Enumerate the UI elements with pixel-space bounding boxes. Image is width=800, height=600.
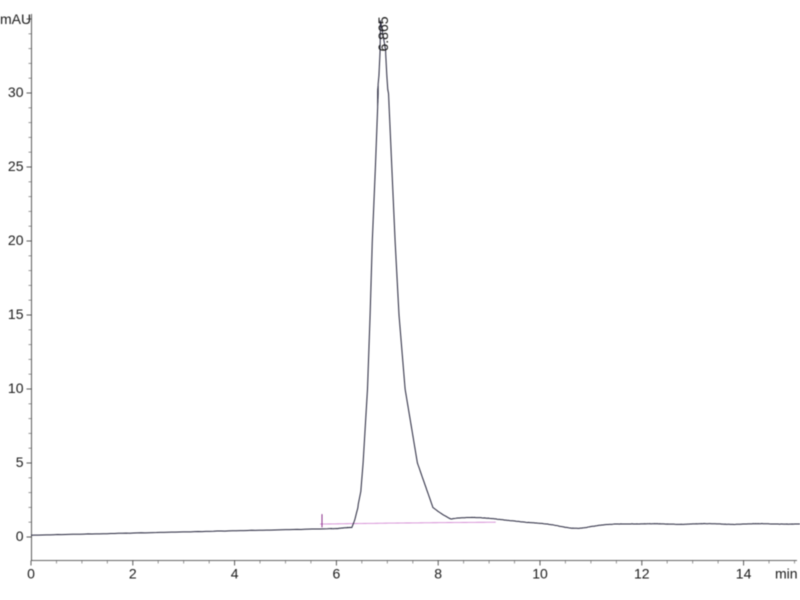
svg-text:min: min — [775, 566, 798, 582]
svg-text:5: 5 — [16, 454, 24, 470]
svg-text:0: 0 — [16, 528, 24, 544]
svg-text:10: 10 — [532, 566, 548, 582]
svg-text:8: 8 — [434, 566, 442, 582]
svg-text:12: 12 — [634, 566, 650, 582]
svg-text:mAU: mAU — [0, 11, 31, 27]
svg-text:2: 2 — [129, 566, 137, 582]
svg-text:25: 25 — [8, 158, 24, 174]
svg-text:0: 0 — [27, 566, 35, 582]
svg-text:30: 30 — [8, 84, 24, 100]
svg-text:4: 4 — [231, 566, 239, 582]
svg-text:10: 10 — [8, 380, 24, 396]
svg-text:6.865: 6.865 — [375, 16, 391, 51]
svg-text:14: 14 — [736, 566, 752, 582]
svg-text:6: 6 — [333, 566, 341, 582]
svg-text:20: 20 — [8, 232, 24, 248]
svg-text:15: 15 — [8, 306, 24, 322]
